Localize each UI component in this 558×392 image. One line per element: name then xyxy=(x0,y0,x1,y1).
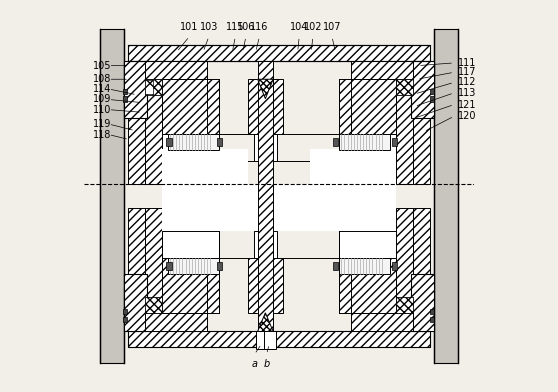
Bar xyxy=(128,45,430,60)
Bar xyxy=(145,79,162,95)
Bar xyxy=(430,317,434,322)
Bar xyxy=(123,96,127,102)
Bar xyxy=(411,60,434,118)
Bar xyxy=(256,332,267,348)
Bar xyxy=(411,274,434,332)
Bar xyxy=(339,79,396,134)
Text: 111: 111 xyxy=(458,58,477,68)
Text: 105: 105 xyxy=(93,61,112,71)
Text: 113: 113 xyxy=(458,88,477,98)
Bar xyxy=(168,134,219,150)
Bar xyxy=(254,134,277,161)
Bar xyxy=(392,138,397,146)
Bar xyxy=(162,134,219,161)
Bar xyxy=(351,60,413,79)
Text: 114: 114 xyxy=(93,84,112,94)
Bar xyxy=(339,134,396,161)
Bar xyxy=(162,149,248,184)
Bar xyxy=(351,313,413,332)
Bar xyxy=(430,96,434,102)
Bar xyxy=(333,138,338,146)
Bar xyxy=(217,138,222,146)
Bar xyxy=(146,80,153,94)
Bar xyxy=(217,262,222,270)
Bar xyxy=(166,138,171,146)
Bar xyxy=(100,29,124,363)
Text: 107: 107 xyxy=(323,22,341,32)
Bar xyxy=(128,60,145,184)
Text: 110: 110 xyxy=(93,105,112,114)
Bar xyxy=(128,332,430,347)
Text: 120: 120 xyxy=(458,111,477,121)
Text: 117: 117 xyxy=(458,67,477,77)
Bar xyxy=(145,297,162,313)
Text: 102: 102 xyxy=(304,22,322,32)
Bar xyxy=(248,79,283,134)
Text: 118: 118 xyxy=(93,129,112,140)
Bar xyxy=(248,258,283,313)
Text: 116: 116 xyxy=(251,22,269,32)
Bar xyxy=(123,89,127,94)
Bar xyxy=(339,258,390,274)
Bar xyxy=(162,258,219,313)
Bar xyxy=(254,231,277,258)
Bar xyxy=(162,231,219,258)
Text: 106: 106 xyxy=(237,22,255,32)
Text: a: a xyxy=(252,359,257,369)
Bar xyxy=(396,208,413,313)
Bar xyxy=(123,317,127,322)
Bar xyxy=(310,149,396,184)
Bar xyxy=(166,262,171,270)
Bar xyxy=(145,208,162,313)
Bar xyxy=(124,60,147,118)
Text: 115: 115 xyxy=(226,22,244,32)
Text: 109: 109 xyxy=(93,94,112,105)
Text: 121: 121 xyxy=(458,100,477,109)
Bar xyxy=(396,79,413,95)
Bar xyxy=(413,208,430,332)
Bar xyxy=(339,134,390,150)
Bar xyxy=(162,184,396,231)
Bar xyxy=(145,60,207,79)
Text: 101: 101 xyxy=(180,22,199,32)
Bar xyxy=(434,29,458,363)
Bar xyxy=(396,297,413,313)
Polygon shape xyxy=(258,79,273,99)
Text: 112: 112 xyxy=(458,77,477,87)
Bar xyxy=(396,79,413,184)
Bar xyxy=(124,274,147,332)
Bar xyxy=(162,184,248,231)
Bar xyxy=(264,332,276,348)
Text: 103: 103 xyxy=(200,22,218,32)
Bar xyxy=(392,262,397,270)
Bar xyxy=(168,258,219,274)
Bar xyxy=(310,184,396,231)
Bar xyxy=(430,89,434,94)
Bar xyxy=(145,313,207,332)
Bar xyxy=(339,231,396,258)
Bar xyxy=(123,309,127,314)
Bar xyxy=(413,60,430,184)
Text: 108: 108 xyxy=(93,74,112,84)
Text: 104: 104 xyxy=(290,22,309,32)
Bar xyxy=(333,262,338,270)
Bar xyxy=(430,309,434,314)
Bar xyxy=(162,79,219,134)
Bar xyxy=(339,258,396,313)
Bar xyxy=(258,60,273,348)
Bar xyxy=(145,79,162,184)
Bar xyxy=(128,208,145,332)
Polygon shape xyxy=(258,313,273,332)
Text: 119: 119 xyxy=(93,119,112,129)
Text: b: b xyxy=(263,359,270,369)
